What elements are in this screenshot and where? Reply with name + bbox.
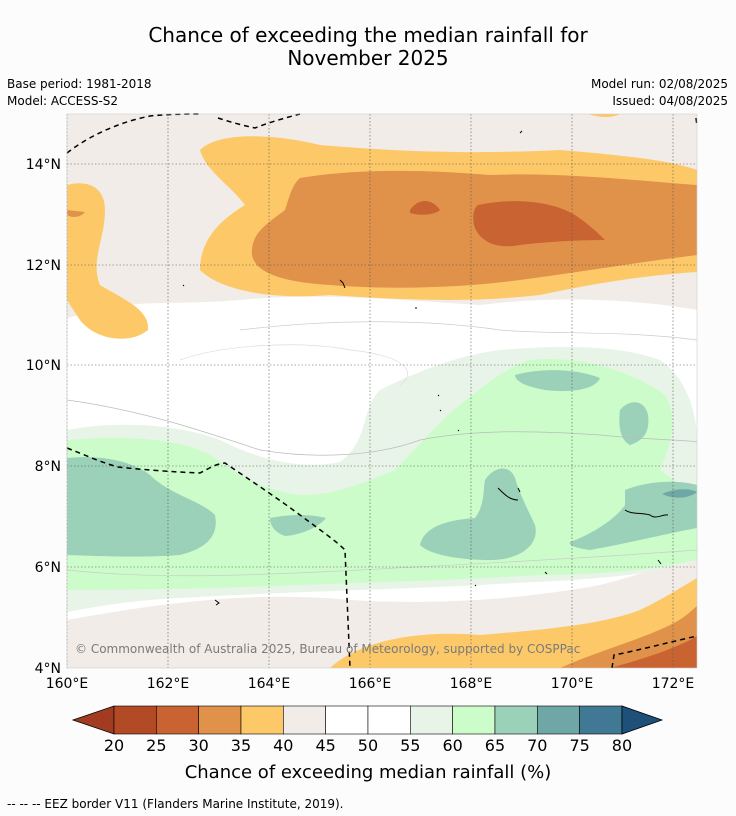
- colorbar-tick-label: 60: [442, 736, 462, 755]
- model-name: Model: ACCESS-S2: [7, 94, 119, 108]
- rainfall-probability-field: [67, 114, 697, 668]
- eez-legend: -- -- -- EEZ border V11 (Flanders Marine…: [7, 797, 344, 811]
- lat-tick-label: 8°N: [35, 459, 61, 475]
- colorbar-tick-label: 45: [315, 736, 335, 755]
- colorbar-tick-label: 75: [569, 736, 589, 755]
- band-35-40-west: [67, 183, 149, 339]
- chart-title-line1: Chance of exceeding the median rainfall …: [148, 23, 588, 47]
- lat-tick-label: 6°N: [35, 560, 61, 576]
- lat-tick-label: 12°N: [26, 258, 61, 274]
- band-65-70-west: [67, 457, 216, 557]
- colorbar-title: Chance of exceeding median rainfall (%): [184, 762, 552, 783]
- colorbar-tick-label: 65: [485, 736, 505, 755]
- lon-tick-label: 160°E: [46, 676, 89, 692]
- colorbar-tick-label: 25: [146, 736, 166, 755]
- colorbar-swatch: [410, 705, 453, 735]
- colorbar-swatch: [113, 705, 157, 735]
- lon-axis: 160°E 162°E 164°E 166°E 168°E 170°E 172°…: [46, 676, 695, 692]
- colorbar-swatch: [494, 705, 538, 735]
- colorbar-extend-low: [71, 705, 115, 735]
- colorbar-swatch: [452, 705, 496, 735]
- colorbar-tick-label: 70: [527, 736, 547, 755]
- lon-tick-label: 168°E: [450, 676, 493, 692]
- band-25-30-north: [473, 201, 605, 247]
- band-35-40-south: [330, 578, 697, 668]
- colorbar-tick-label: 20: [104, 736, 124, 755]
- lon-tick-label: 172°E: [652, 676, 695, 692]
- lat-tick-label: 10°N: [26, 358, 61, 374]
- plot-frame: [66, 113, 698, 669]
- colorbar-swatch: [240, 705, 284, 735]
- band-65-70-east: [569, 481, 697, 550]
- colorbar-swatch: [536, 705, 580, 735]
- islands: [182, 130, 669, 606]
- colorbar-swatch: [325, 705, 369, 735]
- lat-axis: 14°N 12°N 10°N 8°N 6°N 4°N: [26, 157, 61, 677]
- issued-date: Issued: 04/08/2025: [612, 94, 728, 108]
- colorbar-tick-label: 80: [612, 736, 632, 755]
- lon-tick-label: 170°E: [551, 676, 594, 692]
- colorbar-swatch: [198, 705, 242, 735]
- chart-title-line2: November 2025: [287, 46, 449, 70]
- colorbar-tick-label: 50: [358, 736, 378, 755]
- colorbar-tick-label: 40: [273, 736, 293, 755]
- colorbar-extend-high: [621, 705, 664, 735]
- colorbar: 20 25 30 35 40 45 50 55 60 65 70 75 80: [71, 705, 664, 755]
- colorbar-tick-label: 30: [188, 736, 208, 755]
- lon-tick-label: 166°E: [349, 676, 392, 692]
- colorbar-swatch: [156, 705, 199, 735]
- colorbar-tick-label: 35: [231, 736, 251, 755]
- colorbar-swatch: [367, 705, 411, 735]
- base-period: Base period: 1981-2018: [7, 77, 152, 91]
- band-60-65: [67, 359, 697, 590]
- lat-tick-label: 4°N: [35, 661, 61, 677]
- lat-tick-label: 14°N: [26, 157, 61, 173]
- colorbar-swatch: [579, 705, 623, 735]
- lon-tick-label: 162°E: [147, 676, 190, 692]
- band-25-30-south: [610, 636, 697, 668]
- model-run: Model run: 02/08/2025: [590, 77, 728, 91]
- lon-tick-label: 164°E: [248, 676, 291, 692]
- band-30-35-north: [251, 170, 697, 288]
- band-65-70-central: [420, 468, 536, 560]
- colorbar-tick-label: 55: [400, 736, 420, 755]
- colorbar-swatch: [283, 705, 326, 735]
- copyright-text: © Commonwealth of Australia 2025, Bureau…: [75, 642, 580, 656]
